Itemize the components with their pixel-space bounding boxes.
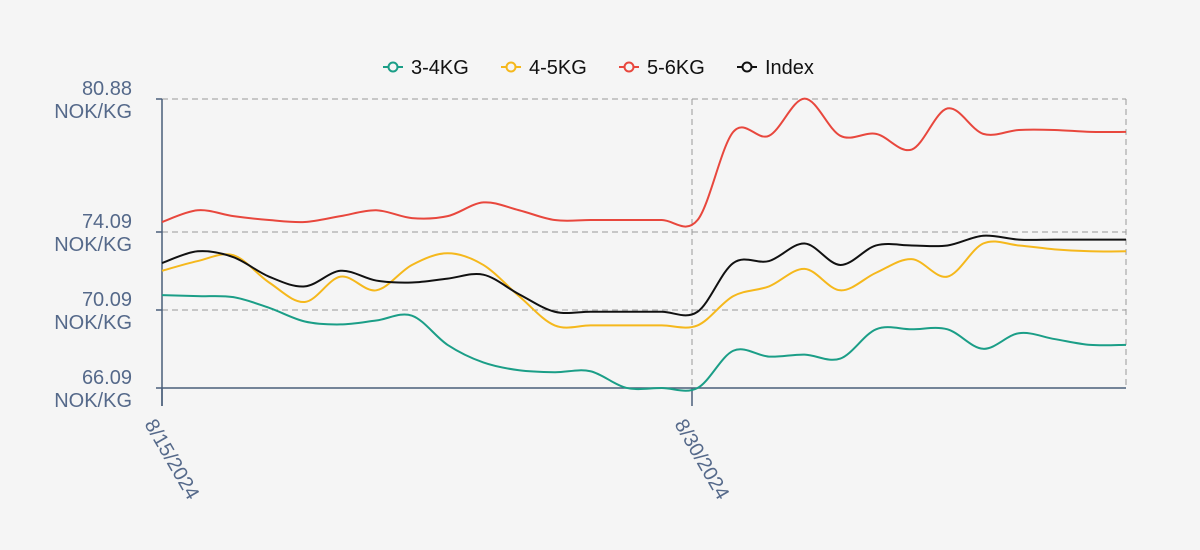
legend-marker xyxy=(505,61,517,73)
legend-item[interactable]: Index xyxy=(737,57,814,79)
legend-item[interactable]: 4-5KG xyxy=(501,57,587,79)
y-tick-label: 66.09 xyxy=(82,367,132,389)
x-tick-labels: 8/15/2024 8/30/2024 xyxy=(140,416,734,504)
axes xyxy=(156,98,1126,406)
series-line-5-6kg xyxy=(161,97,1127,228)
y-tick-label: 80.88 xyxy=(82,78,132,100)
y-tick-unit: NOK/KG xyxy=(54,234,132,256)
y-tick-unit: NOK/KG xyxy=(54,390,132,412)
legend-label: Index xyxy=(765,57,814,79)
y-tick-unit: NOK/KG xyxy=(54,101,132,123)
series-lines xyxy=(161,97,1127,392)
legend-item[interactable]: 5-6KG xyxy=(619,57,705,79)
y-tick-unit: NOK/KG xyxy=(54,312,132,334)
legend-label: 5-6KG xyxy=(647,57,705,79)
legend-marker xyxy=(741,61,753,73)
series-line-3-4kg xyxy=(161,294,1127,392)
y-tick-label: 70.09 xyxy=(82,289,132,311)
legend-label: 3-4KG xyxy=(411,57,469,79)
x-tick-label: 8/30/2024 xyxy=(670,416,734,504)
legend: 3-4KG 4-5KG 5-6KG Index xyxy=(383,57,814,79)
series-line-index xyxy=(161,234,1126,317)
legend-label: 4-5KG xyxy=(529,57,587,79)
legend-item[interactable]: 3-4KG xyxy=(383,57,469,79)
series-line-4-5kg xyxy=(161,240,1127,329)
legend-marker xyxy=(387,61,399,73)
y-tick-labels: 66.09NOK/KG70.09NOK/KG74.09NOK/KG80.88NO… xyxy=(54,78,132,412)
x-tick-label: 8/15/2024 xyxy=(140,416,204,504)
legend-marker xyxy=(623,61,635,73)
y-tick-label: 74.09 xyxy=(82,211,132,233)
